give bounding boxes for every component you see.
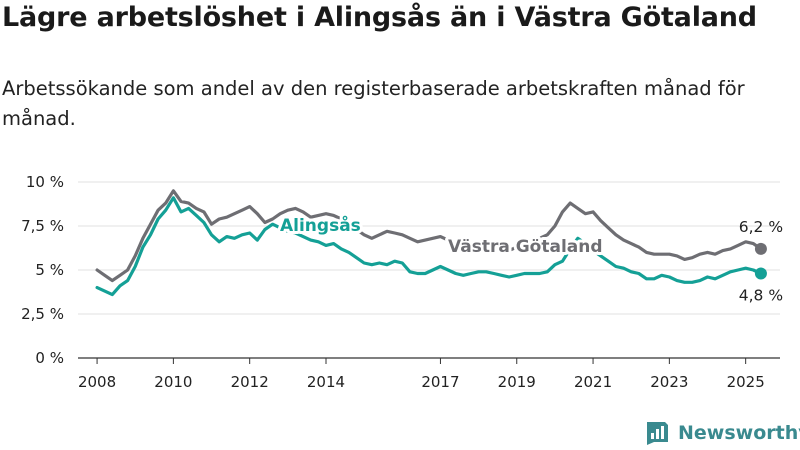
newsworthy-logo-icon (647, 422, 668, 445)
end-value-label-1: 4,8 % (739, 287, 783, 305)
series-label-0: Västra Götaland (448, 237, 603, 257)
series-line-1 (95, 196, 763, 297)
x-tick-label: 2019 (498, 373, 536, 391)
y-tick-label: 7,5 % (21, 217, 64, 235)
y-tick-label: 5 % (35, 261, 64, 279)
brand-name: Newsworthy (678, 422, 800, 444)
x-tick-label: 2008 (78, 373, 116, 391)
y-tick-label: 2,5 % (21, 305, 64, 323)
series-end-point-1 (754, 267, 767, 280)
x-tick-label: 2014 (307, 373, 345, 391)
chart-title: Lägre arbetslöshet i Alingsås än i Västr… (2, 2, 757, 33)
series-label-1: Alingsås (280, 214, 361, 236)
y-tick-label: 0 % (35, 349, 64, 367)
series-line-0 (95, 189, 763, 283)
x-tick-label: 2023 (650, 373, 688, 391)
y-tick-label: 10 % (26, 173, 64, 191)
line-chart: 0 % 2,5 % 5 % 7,5 % 10 % 2008 2010 2012 2014 2017… (21, 173, 783, 391)
x-tick-label: 2010 (154, 373, 192, 391)
series-end-point-0 (754, 242, 767, 255)
series (95, 189, 767, 297)
axes: 0 % 2,5 % 5 % 7,5 % 10 % 2008 2010 2012 2014 2017… (21, 173, 765, 391)
chart-subtitle: Arbetssökande som andel av den registerb… (2, 77, 745, 130)
x-tick-label: 2021 (574, 373, 612, 391)
x-tick-label: 2012 (231, 373, 269, 391)
brand: Newsworthy (644, 420, 800, 446)
x-tick-label: 2017 (421, 373, 459, 391)
x-tick-label: 2025 (727, 373, 765, 391)
end-value-label-0: 6,2 % (739, 218, 783, 236)
labels: Västra Götaland Alingsås 6,2 % 4,8 % (277, 211, 783, 305)
